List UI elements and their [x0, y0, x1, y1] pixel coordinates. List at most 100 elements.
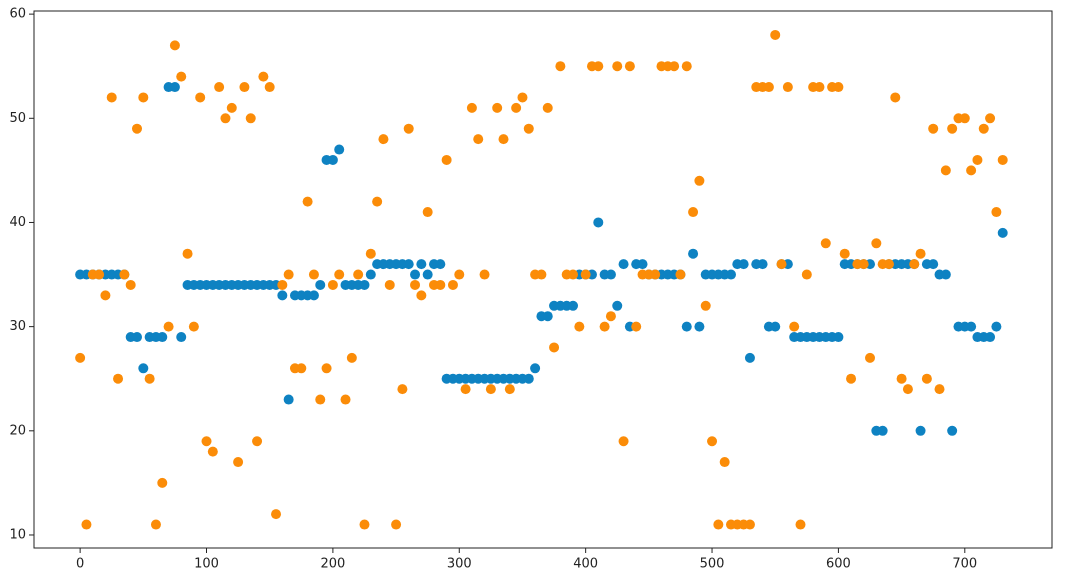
scatter-point — [833, 332, 844, 343]
scatter-point — [959, 113, 970, 124]
scatter-point — [542, 102, 553, 113]
scatter-point — [176, 71, 187, 82]
scatter-point — [713, 519, 724, 530]
scatter-point — [188, 321, 199, 332]
scatter-point — [81, 519, 92, 530]
scatter-point — [523, 123, 534, 134]
scatter-point — [391, 519, 402, 530]
scatter-point — [877, 425, 888, 436]
scatter-point — [100, 290, 111, 301]
scatter-point — [725, 269, 736, 280]
scatter-point — [125, 279, 136, 290]
scatter-point — [776, 259, 787, 270]
scatter-point — [789, 321, 800, 332]
scatter-point — [637, 259, 648, 270]
scatter-point — [277, 279, 288, 290]
scatter-point — [624, 61, 635, 72]
scatter-point — [650, 269, 661, 280]
scatter-point — [599, 321, 610, 332]
scatter-point — [871, 238, 882, 249]
scatter-point — [308, 269, 319, 280]
y-tick-label: 60 — [9, 7, 26, 22]
scatter-point — [928, 259, 939, 270]
scatter-point — [966, 321, 977, 332]
scatter-point — [365, 269, 376, 280]
scatter-point — [707, 436, 718, 447]
scatter-point — [308, 290, 319, 301]
scatter-point — [353, 269, 364, 280]
scatter-point — [441, 154, 452, 165]
scatter-point — [378, 134, 389, 145]
scatter-point — [334, 269, 345, 280]
scatter-point — [536, 269, 547, 280]
scatter-point — [359, 279, 370, 290]
scatter-point — [384, 279, 395, 290]
scatter-point — [605, 311, 616, 322]
scatter-point — [176, 332, 187, 343]
scatter-point — [966, 165, 977, 176]
scatter-point — [283, 394, 294, 405]
scatter-point — [681, 61, 692, 72]
scatter-point — [214, 82, 225, 93]
scatter-point — [277, 290, 288, 301]
scatter-point — [719, 457, 730, 468]
scatter-point — [157, 332, 168, 343]
scatter-point — [757, 259, 768, 270]
scatter-point — [132, 332, 143, 343]
scatter-point — [201, 436, 212, 447]
scatter-point — [207, 446, 218, 457]
scatter-point — [327, 279, 338, 290]
scatter-point — [915, 248, 926, 259]
scatter-point — [846, 373, 857, 384]
scatter-point — [138, 363, 149, 374]
scatter-point — [169, 40, 180, 51]
scatter-point — [302, 196, 313, 207]
scatter-point — [972, 154, 983, 165]
scatter-point — [542, 311, 553, 322]
scatter-point — [833, 82, 844, 93]
scatter-point — [530, 363, 541, 374]
scatter-point — [119, 269, 130, 280]
scatter-point — [397, 384, 408, 395]
scatter-point — [694, 321, 705, 332]
y-tick-label: 30 — [9, 319, 26, 334]
scatter-point — [226, 102, 237, 113]
scatter-point — [688, 207, 699, 218]
scatter-point — [372, 196, 383, 207]
scatter-point — [688, 248, 699, 259]
x-tick-label: 700 — [952, 557, 977, 572]
scatter-point — [593, 61, 604, 72]
scatter-point — [915, 425, 926, 436]
scatter-point — [865, 352, 876, 363]
scatter-point — [694, 175, 705, 186]
scatter-point — [113, 373, 124, 384]
scatter-point — [890, 92, 901, 103]
scatter-point — [782, 82, 793, 93]
scatter-point — [568, 300, 579, 311]
scatter-point — [700, 300, 711, 311]
x-tick-label: 100 — [194, 557, 219, 572]
scatter-point — [195, 92, 206, 103]
scatter-point — [940, 269, 951, 280]
scatter-point — [909, 259, 920, 270]
scatter-point — [947, 425, 958, 436]
scatter-point — [315, 394, 326, 405]
scatter-point — [473, 134, 484, 145]
scatter-point — [985, 113, 996, 124]
scatter-point — [574, 321, 585, 332]
scatter-point — [132, 123, 143, 134]
scatter-point — [460, 384, 471, 395]
scatter-point — [447, 279, 458, 290]
scatter-point — [435, 279, 446, 290]
y-tick-label: 50 — [9, 111, 26, 126]
scatter-point — [883, 259, 894, 270]
scatter-point — [321, 363, 332, 374]
scatter-point — [618, 259, 629, 270]
scatter-point — [138, 92, 149, 103]
scatter-point — [144, 373, 155, 384]
scatter-point — [820, 238, 831, 249]
scatter-point — [422, 269, 433, 280]
scatter-point — [422, 207, 433, 218]
scatter-point — [359, 519, 370, 530]
scatter-point — [94, 269, 105, 280]
